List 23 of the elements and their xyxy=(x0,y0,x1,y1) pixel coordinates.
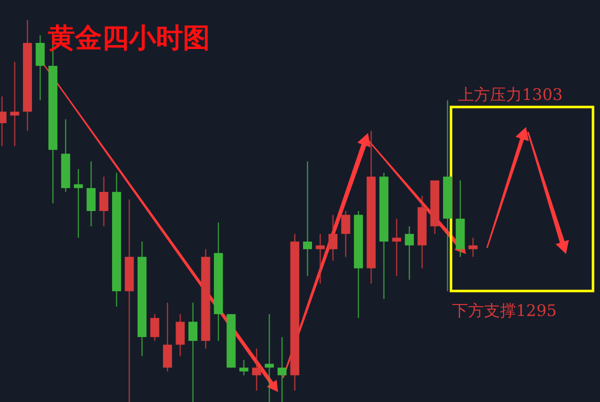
candlestick xyxy=(392,218,402,277)
candlestick xyxy=(341,210,350,258)
title: 黄金四小时图 xyxy=(48,23,210,54)
candlestick xyxy=(176,314,185,357)
candlestick xyxy=(278,336,287,402)
candlestick xyxy=(404,226,414,280)
candlestick xyxy=(239,359,248,376)
candlestick xyxy=(150,314,160,342)
candlestick xyxy=(468,237,478,258)
candlestick xyxy=(328,214,338,262)
annotation: 下方支撑1295 xyxy=(452,301,557,320)
candlestick xyxy=(10,61,20,147)
candlestick xyxy=(74,168,83,238)
candlestick xyxy=(264,314,274,402)
candlestick xyxy=(303,160,312,277)
candlestick xyxy=(252,348,262,392)
candlestick xyxy=(162,302,172,372)
candlestick xyxy=(99,176,108,227)
candlestick xyxy=(316,233,325,284)
candlestick xyxy=(86,160,96,227)
candlestick xyxy=(36,34,45,101)
annotation: 上方压力1303 xyxy=(458,85,563,104)
candlestick xyxy=(188,302,198,402)
